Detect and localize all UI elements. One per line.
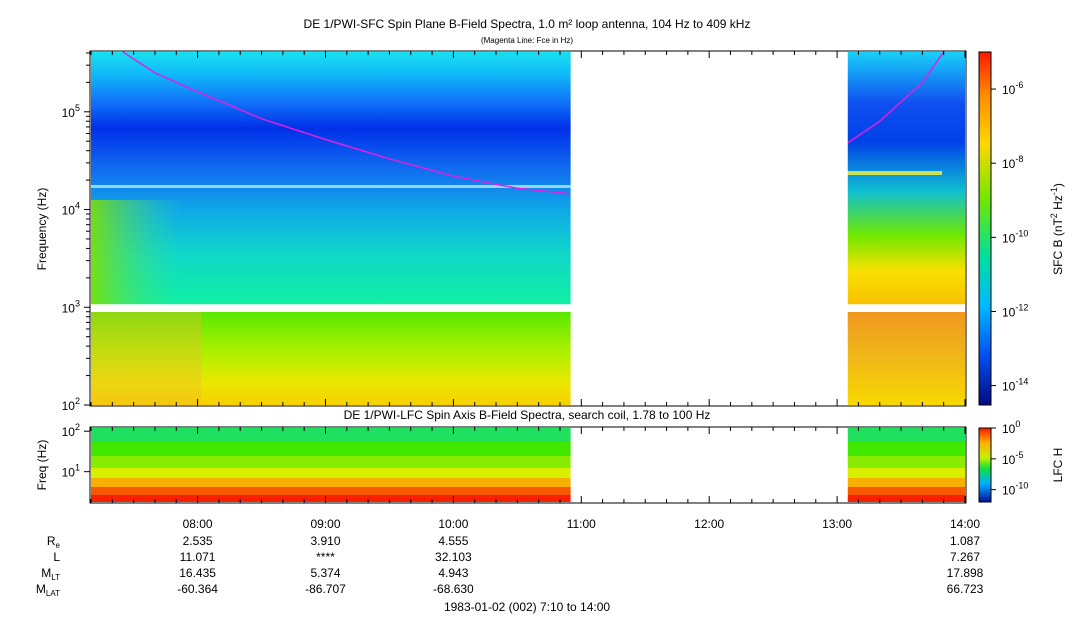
ephem-value-mlt: 16.435 xyxy=(179,566,216,580)
ephem-value-mlat: 66.723 xyxy=(947,582,984,596)
lfc-band-7 xyxy=(91,495,572,502)
x-tick-label: 11:00 xyxy=(567,517,596,531)
sfc-ytick-label: 104 xyxy=(62,201,80,218)
lfc-right-band-7 xyxy=(847,495,965,502)
sfc-cbar-tick-label: 10-14 xyxy=(1002,377,1028,394)
ephem-value-mlt: 4.943 xyxy=(438,566,468,580)
lfc-band-3 xyxy=(91,456,572,468)
sfc-ytick-label: 102 xyxy=(62,396,80,413)
lfc-band-1 xyxy=(91,428,572,442)
ephem-value-l: 32.103 xyxy=(435,550,472,564)
sfc-right-lower-block xyxy=(847,312,965,405)
ephem-value-mlt: 17.898 xyxy=(947,566,984,580)
sfc-frame xyxy=(89,50,967,407)
lfc-spectrogram xyxy=(91,428,965,502)
lfc-title: DE 1/PWI-LFC Spin Axis B-Field Spectra, … xyxy=(344,408,711,422)
ephem-value-re: 2.535 xyxy=(183,534,213,548)
x-tick-label: 14:00 xyxy=(950,517,980,531)
lfc-right-band-6 xyxy=(847,487,965,495)
lfc-band-5 xyxy=(91,478,572,487)
sfc-subtitle: (Magenta Line: Fce in Hz) xyxy=(481,36,573,45)
sfc-title: DE 1/PWI-SFC Spin Plane B-Field Spectra,… xyxy=(304,17,751,31)
lfc-band-6 xyxy=(91,487,572,495)
ephem-value-l: 11.071 xyxy=(180,550,216,564)
lfc-colorbar xyxy=(978,427,992,503)
ephemeris-table: Re 2.535 3.910 4.555 1.087 L 11.071 **** 32.103 7… xyxy=(36,534,984,598)
ephem-label-mlat: MLAT xyxy=(36,582,60,598)
fce-curve-segment-2 xyxy=(847,51,945,144)
x-tick-label: 08:00 xyxy=(183,517,213,531)
lfc-data-gap xyxy=(570,428,848,502)
sfc-ytick-label: 103 xyxy=(62,298,80,315)
x-tick-label: 13:00 xyxy=(822,517,852,531)
sfc-ylabel: Frequency (Hz) xyxy=(35,188,49,271)
lfc-right-band-4 xyxy=(847,468,965,478)
sfc-low-freq-burst-lower xyxy=(91,312,201,405)
lfc-ylabel: Freq (Hz) xyxy=(35,440,49,491)
sfc-band-gap xyxy=(91,304,965,311)
sfc-ytick-label: 105 xyxy=(62,103,80,120)
lfc-right-band-5 xyxy=(847,478,965,487)
ephem-value-mlat: -60.364 xyxy=(177,582,218,596)
lfc-cbar-tick-label: 10-5 xyxy=(1002,450,1023,467)
sfc-cbar-tick-label: 10-12 xyxy=(1002,302,1028,319)
fce-line xyxy=(122,51,945,195)
ephem-label-re: Re xyxy=(47,534,61,550)
lfc-band-4 xyxy=(91,468,572,478)
x-tick-label: 10:00 xyxy=(438,517,468,531)
x-axis-caption: 1983-01-02 (002) 7:10 to 14:00 xyxy=(444,600,610,614)
sfc-left-lower-block xyxy=(91,312,572,405)
lfc-cbar-tick-label: 10-10 xyxy=(1002,481,1028,498)
lfc-right-band-1 xyxy=(847,428,965,442)
ephem-value-mlat: -86.707 xyxy=(305,582,346,596)
ephem-value-mlt: 5.374 xyxy=(310,566,340,580)
sfc-cbar-tick-label: 10-6 xyxy=(1002,80,1023,97)
x-tick-label: 09:00 xyxy=(310,517,340,531)
ephem-value-re: 4.555 xyxy=(438,534,468,548)
sfc-cbar-tick-label: 10-10 xyxy=(1002,228,1028,245)
ephem-value-mlat: -68.630 xyxy=(433,582,474,596)
ephem-value-l: 7.267 xyxy=(950,550,980,564)
lfc-frame xyxy=(89,426,967,504)
sfc-low-freq-burst xyxy=(91,200,181,306)
x-tick-label: 12:00 xyxy=(694,517,724,531)
lfc-cbar-tick-label: 100 xyxy=(1002,419,1020,436)
fce-curve-segment-1 xyxy=(122,51,571,195)
lfc-right-band-2 xyxy=(847,442,965,456)
lfc-colorbar-ticks: 100 10-5 10-10 xyxy=(991,419,1028,498)
sfc-right-upper-block xyxy=(847,52,965,306)
sfc-cbar-tick-label: 10-8 xyxy=(1002,154,1023,171)
ephem-value-re: 3.910 xyxy=(310,534,340,548)
lfc-ytick-label: 102 xyxy=(62,422,80,439)
sfc-data-gap xyxy=(570,52,848,405)
lfc-ytick-label: 101 xyxy=(62,463,80,480)
lfc-band-2 xyxy=(91,442,572,456)
sfc-colorbar xyxy=(978,51,992,406)
time-axis: 08:00 09:00 10:00 11:00 12:00 13:00 14:00 xyxy=(90,51,980,531)
sfc-horizontal-line xyxy=(91,185,572,188)
sfc-spectrogram xyxy=(91,52,965,405)
sfc-colorbar-label: SFC B (nT2 Hz-1) xyxy=(1049,183,1065,275)
lfc-colorbar-label: LFC H xyxy=(1051,448,1065,483)
ephem-value-l: **** xyxy=(316,550,335,564)
lfc-right-band-3 xyxy=(847,456,965,468)
sfc-colorbar-ticks: 10-6 10-8 10-10 10-12 10-14 xyxy=(991,80,1028,394)
sfc-y-axis: 102 103 104 105 xyxy=(62,52,90,413)
sfc-horizontal-line-right xyxy=(847,171,942,175)
ephem-label-mlt: MLT xyxy=(41,566,60,582)
lfc-y-axis: 101 102 xyxy=(62,422,90,480)
ephem-label-l: L xyxy=(53,550,60,564)
ephem-value-re: 1.087 xyxy=(950,534,980,548)
